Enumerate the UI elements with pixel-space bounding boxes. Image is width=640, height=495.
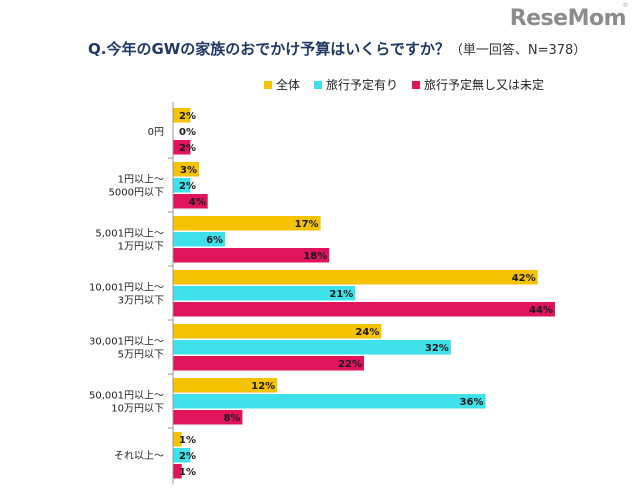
registered-mark: ® [622,2,629,9]
data-label-0-2: 17% [295,219,319,230]
data-label-1-4: 32% [425,343,449,354]
data-label-1-1: 2% [179,181,196,192]
bar-0-0 [173,108,191,123]
data-label-2-3: 44% [529,305,553,316]
data-label-2-1: 4% [189,197,206,208]
bar-0-3 [173,270,538,285]
data-label-1-5: 36% [460,397,484,408]
bar-2-6 [173,464,182,479]
bar-1-5 [173,394,486,409]
bar-2-1 [173,194,208,209]
bar-2-0 [173,140,191,155]
bar-0-6 [173,432,182,447]
bar-1-4 [173,340,451,355]
data-label-0-1: 3% [180,165,197,176]
category-label-5-1: 10万円以下 [111,403,164,414]
data-label-1-2: 6% [206,235,223,246]
category-label-3-1: 3万円以下 [118,295,164,306]
data-label-2-5: 8% [223,413,240,424]
category-label-5-0: 50,001円以上～ [89,389,164,401]
bar-0-2 [173,216,321,231]
data-label-2-0: 2% [179,143,196,154]
data-label-0-6: 1% [179,435,196,446]
legend-swatch-1 [314,81,323,89]
category-label-1-0: 1円以上～ [118,173,164,185]
data-label-0-0: 2% [179,111,196,122]
category-label-0-0: 0円 [148,127,164,138]
category-label-6-0: それ以上～ [114,450,164,462]
bar-0-1 [173,162,200,177]
legend-swatch-2 [412,81,421,89]
legend-label-2: 旅行予定無し又は未定 [424,77,544,92]
data-label-1-6: 2% [179,451,196,462]
data-label-1-3: 21% [329,289,353,300]
logo-text: ReseMom [509,6,627,31]
data-label-2-6: 1% [179,467,196,478]
data-label-0-3: 42% [512,273,536,284]
category-label-2-1: 1万円以下 [118,241,164,252]
category-label-4-1: 5万円以下 [118,349,164,360]
category-label-3-0: 10,001円以上～ [89,281,164,293]
data-label-2-4: 22% [338,359,362,370]
bar-1-1 [173,178,191,193]
bar-2-2 [173,248,330,263]
bar-0-4 [173,324,382,339]
legend-label-1: 旅行予定有り [326,77,398,92]
bar-1-3 [173,286,356,301]
bar-2-3 [173,302,555,317]
bar-1-2 [173,232,226,247]
data-label-1-0: 0% [179,127,196,138]
category-label-4-0: 30,001円以上～ [89,335,164,347]
data-label-0-5: 12% [251,381,275,392]
data-label-0-4: 24% [355,327,379,338]
chart-title: Q.今年のGWの家族のおでかけ予算はいくらですか？（単一回答、N=378） [88,38,586,59]
resemom-logo: ReseMom ® [509,2,629,31]
bar-2-5 [173,410,243,425]
legend-label-0: 全体 [276,77,300,92]
chart-subtitle: （単一回答、N=378） [449,43,587,58]
bar-2-4 [173,356,364,371]
category-label-2-0: 5,001円以上～ [95,227,164,239]
bar-0-5 [173,378,278,393]
data-label-2-2: 18% [303,251,327,262]
legend-swatch-0 [264,81,272,89]
bar-1-6 [173,448,191,463]
chart-title-text: Q.今年のGWの家族のおでかけ予算はいくらですか？ [88,40,450,58]
category-label-1-1: 5000円以下 [109,187,164,198]
